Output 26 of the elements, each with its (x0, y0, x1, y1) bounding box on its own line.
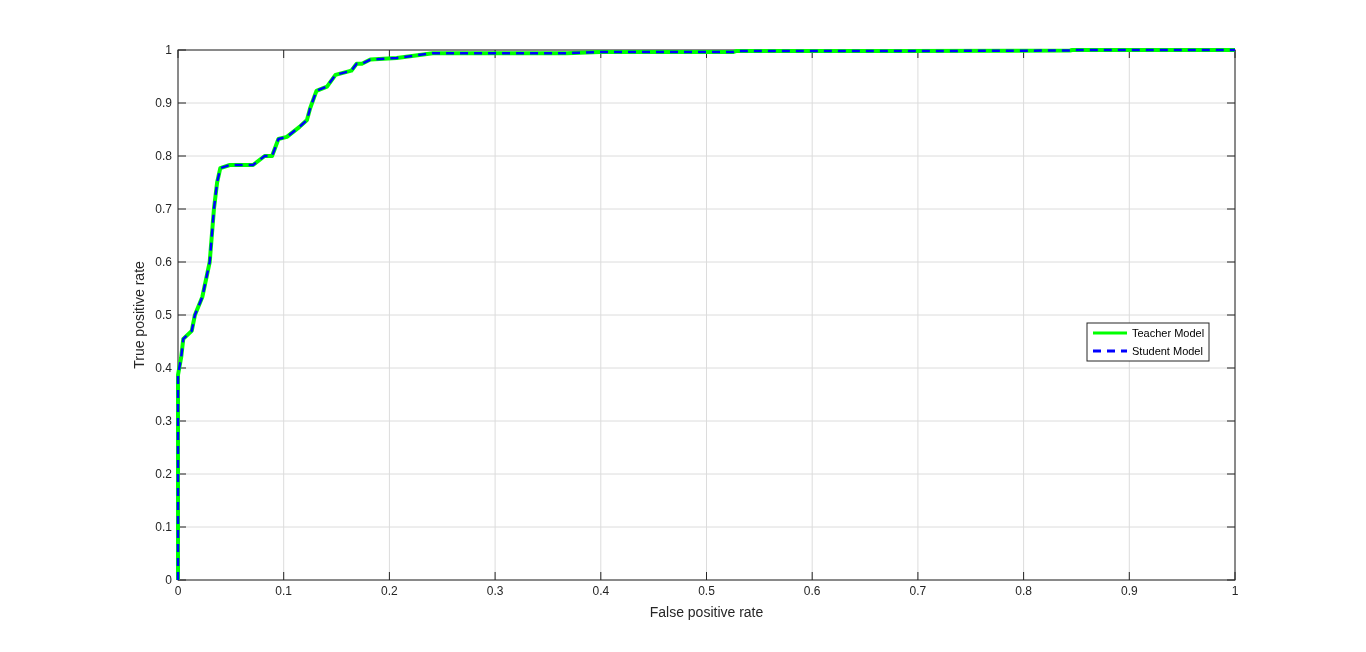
x-tick-label: 1 (1231, 584, 1239, 598)
y-tick-label: 0.2 (155, 467, 173, 482)
x-tick-label: 0.6 (803, 584, 821, 598)
y-tick-label: 0.4 (155, 361, 173, 376)
x-tick-label: 0.4 (592, 584, 610, 598)
y-tick-label: 1 (165, 43, 173, 58)
x-tick-label: 0.3 (486, 584, 504, 598)
y-tick-label: 0.8 (155, 149, 173, 164)
y-tick-label: 0.7 (155, 202, 173, 217)
y-axis-title: True positive rate (131, 260, 147, 369)
y-tick-label: 0.9 (155, 96, 173, 111)
x-tick-label: 0.2 (381, 584, 399, 598)
y-tick-label: 0.3 (155, 414, 173, 429)
x-tick-label: 0.8 (1015, 584, 1033, 598)
x-tick-label: 0.5 (698, 584, 716, 598)
x-tick-label: 0.1 (275, 584, 293, 598)
x-axis-title: False positive rate (649, 604, 764, 620)
x-tick-label: 0.7 (909, 584, 927, 598)
legend-label: Teacher Model (1132, 326, 1205, 339)
y-tick-label: 0 (165, 573, 173, 588)
y-tick-label: 0.6 (155, 255, 173, 270)
legend-label: Student Model (1132, 344, 1203, 357)
x-tick-label: 0 (174, 584, 182, 598)
y-tick-label: 0.5 (155, 308, 173, 323)
y-tick-label: 0.1 (155, 520, 173, 535)
x-tick-label: 0.9 (1120, 584, 1138, 598)
